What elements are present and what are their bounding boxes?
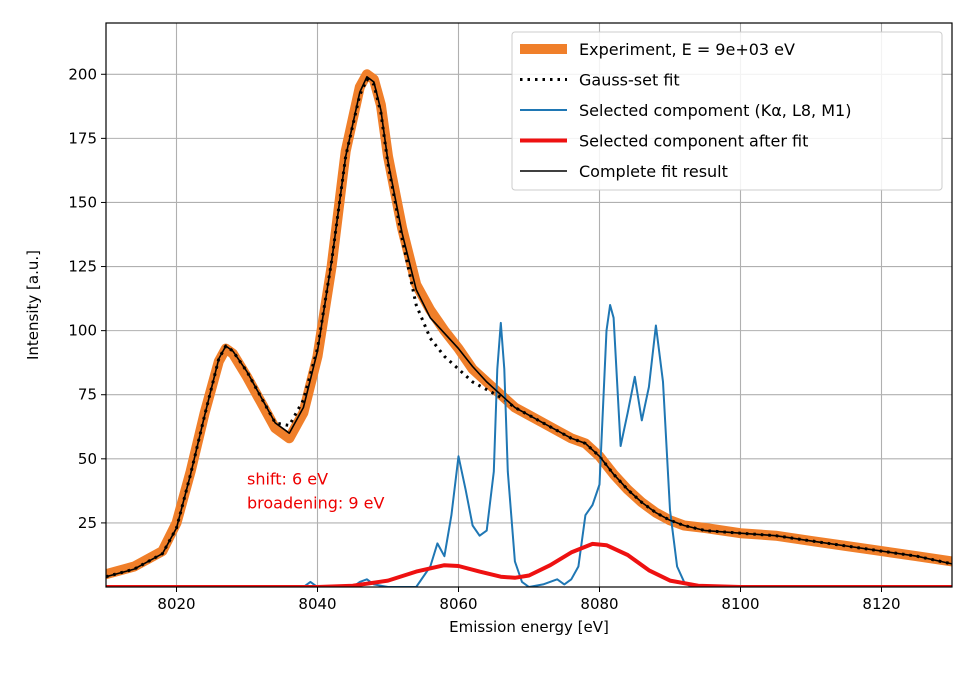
y-tick-label: 175 [68, 129, 97, 147]
x-tick-label: 8120 [862, 595, 900, 613]
series-line-2 [106, 304, 952, 587]
fit-annotation: shift: 6 eV broadening: 9 eV [247, 469, 384, 512]
y-tick-label: 200 [68, 65, 97, 83]
series-line-3 [106, 541, 952, 587]
annotation-line: shift: 6 eV [247, 469, 328, 488]
series-line-4 [106, 76, 952, 578]
y-tick-label: 25 [78, 514, 97, 532]
legend-label: Complete fit result [579, 162, 728, 181]
plot-frame [105, 22, 953, 588]
legend-label: Gauss-set fit [579, 71, 680, 90]
y-axis-label: Intensity [a.u.] [24, 250, 42, 360]
legend: Experiment, E = 9e+03 eV Gauss-set fit Sel… [511, 31, 943, 191]
x-tick-label: 8040 [298, 595, 336, 613]
legend-label: Experiment, E = 9e+03 eV [579, 40, 795, 59]
x-axis-label: Emission energy [eV] [449, 618, 609, 636]
y-tick-label: 100 [68, 322, 97, 340]
y-tick-label: 125 [68, 258, 97, 276]
legend-box [511, 31, 943, 191]
y-tick-label: 150 [68, 193, 97, 211]
annotation-line: broadening: 9 eV [247, 493, 384, 512]
y-tick-label: 75 [78, 386, 97, 404]
legend-label: Selected component after fit [579, 132, 808, 151]
series-lines [106, 69, 952, 587]
x-tick-label: 8080 [580, 595, 618, 613]
x-tick-label: 8020 [157, 595, 195, 613]
legend-label: Selected compoment (Kα, L8, M1) [579, 101, 851, 120]
axis-ticks: 8020 8040 8060 8080 8100 8120 25 50 75 100 125 150 1… [68, 65, 900, 613]
y-tick-label: 50 [78, 450, 97, 468]
x-tick-label: 8060 [439, 595, 477, 613]
x-tick-label: 8100 [721, 595, 759, 613]
